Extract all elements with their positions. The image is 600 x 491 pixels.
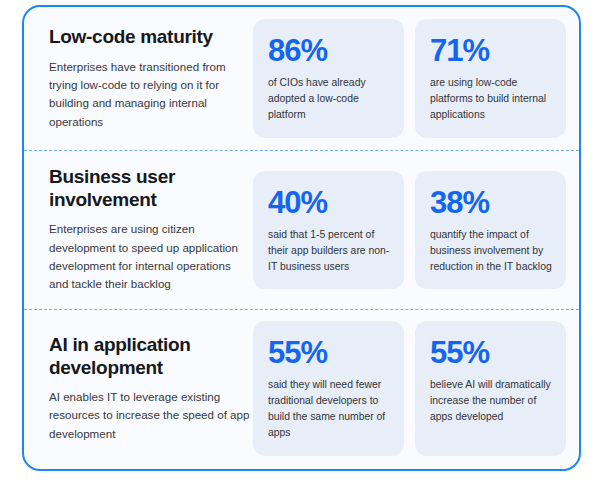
stat-box: 38% quantify the impact of business invo… (415, 171, 566, 289)
stats-group: 55% said they will need fewer traditiona… (253, 321, 566, 455)
stat-box: 86% of CIOs have already adopted a low-c… (253, 19, 404, 137)
stat-box: 71% are using low-code platforms to buil… (415, 19, 566, 137)
stat-box: 55% believe AI will dramatically increas… (415, 321, 566, 455)
stat-label: said that 1-5 percent of their app build… (268, 227, 392, 275)
section-title: Business user involvement (49, 166, 251, 211)
stat-label: said they will need fewer traditional de… (268, 377, 392, 442)
stat-label: are using low-code platforms to build in… (430, 75, 554, 123)
section-low-code-maturity: Low-code maturity Enterprises have trans… (24, 7, 579, 150)
stat-value: 55% (268, 335, 392, 371)
stats-group: 86% of CIOs have already adopted a low-c… (253, 19, 566, 137)
section-title: AI in application development (49, 334, 251, 379)
stats-group: 40% said that 1-5 percent of their app b… (253, 171, 566, 289)
stat-value: 86% (268, 33, 392, 69)
section-title: Low-code maturity (49, 26, 251, 48)
stat-box: 55% said they will need fewer traditiona… (253, 321, 404, 455)
section-description: AI enables IT to leverage existing resou… (49, 388, 251, 443)
stat-label: quantify the impact of business involvem… (430, 227, 554, 275)
stat-value: 71% (430, 33, 554, 69)
stats-infographic-card: Low-code maturity Enterprises have trans… (22, 5, 581, 471)
stat-value: 40% (268, 185, 392, 221)
section-text-block: Business user involvement Enterprises ar… (37, 166, 251, 293)
section-description: Enterprises have transitioned from tryin… (49, 58, 251, 131)
section-business-user-involvement: Business user involvement Enterprises ar… (24, 150, 579, 309)
section-text-block: AI in application development AI enables… (37, 334, 251, 443)
section-description: Enterprises are using citizen developmen… (49, 220, 251, 293)
stat-value: 55% (430, 335, 554, 371)
stat-box: 40% said that 1-5 percent of their app b… (253, 171, 404, 289)
stat-label: believe AI will dramatically increase th… (430, 377, 554, 425)
stat-value: 38% (430, 185, 554, 221)
section-ai-in-app-development: AI in application development AI enables… (24, 309, 579, 467)
stat-label: of CIOs have already adopted a low-code … (268, 75, 392, 123)
section-text-block: Low-code maturity Enterprises have trans… (37, 26, 251, 131)
